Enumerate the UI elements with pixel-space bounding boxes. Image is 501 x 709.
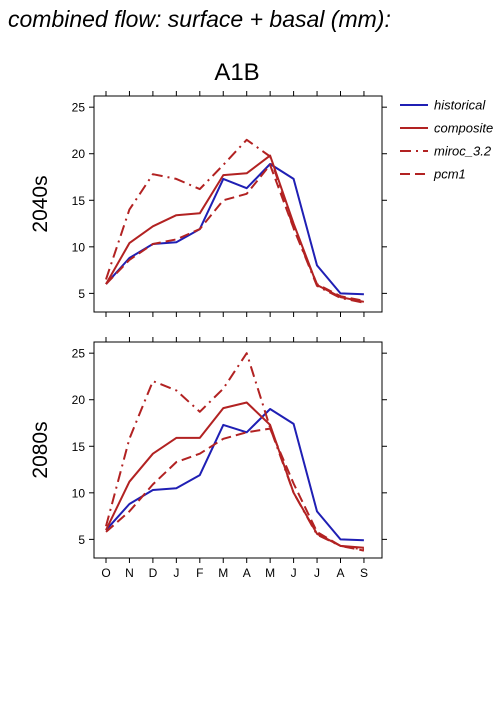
y-tick-label: 20	[72, 393, 86, 407]
legend-label: historical	[434, 98, 486, 113]
panel-label: 2080s	[29, 421, 52, 478]
x-tick-label: O	[101, 566, 110, 580]
legend-label: composite	[434, 121, 493, 136]
series-line-historical	[105, 163, 364, 296]
x-tick-label: J	[173, 566, 179, 580]
y-tick-label: 15	[72, 194, 86, 208]
y-tick-label: 20	[72, 147, 86, 161]
series-line-miroc-3-2	[105, 138, 365, 304]
y-tick-label: 25	[72, 101, 86, 115]
x-tick-label: N	[125, 566, 134, 580]
y-tick-label: 10	[72, 486, 86, 500]
legend-label: miroc_3.2	[434, 144, 492, 159]
plot-frame	[93, 95, 383, 313]
series-line-composite	[105, 401, 364, 549]
series-line-composite	[105, 154, 365, 303]
x-tick-label: S	[360, 566, 368, 580]
y-tick-label: 25	[72, 347, 86, 361]
scenario-title: A1B	[214, 59, 259, 86]
panel-2040s: 5 10 15 20 25 2040s	[29, 91, 387, 317]
x-tick-label: M	[218, 566, 228, 580]
x-tick-label: F	[196, 566, 203, 580]
plot-frame	[93, 341, 383, 559]
y-tick-label: 10	[72, 240, 86, 254]
x-tick-label: J	[314, 566, 320, 580]
series-line-pcm1	[105, 427, 365, 552]
panel-label: 2040s	[29, 175, 52, 232]
x-tick-label: M	[265, 566, 275, 580]
legend-label: pcm1	[433, 167, 466, 182]
series-line-miroc-3-2	[105, 352, 365, 551]
y-tick-label: 15	[72, 440, 86, 454]
x-tick-label: D	[149, 566, 158, 580]
y-tick-label: 5	[78, 533, 85, 547]
y-tick-label: 5	[78, 287, 85, 301]
figure-title: combined flow: surface + basal (mm):	[8, 6, 391, 32]
legend: historical composite miroc_3.2 pcm1	[400, 98, 493, 182]
series-line-historical	[105, 408, 364, 542]
x-tick-label: A	[336, 566, 344, 580]
x-tick-label: A	[243, 566, 251, 580]
x-tick-label: J	[291, 566, 297, 580]
